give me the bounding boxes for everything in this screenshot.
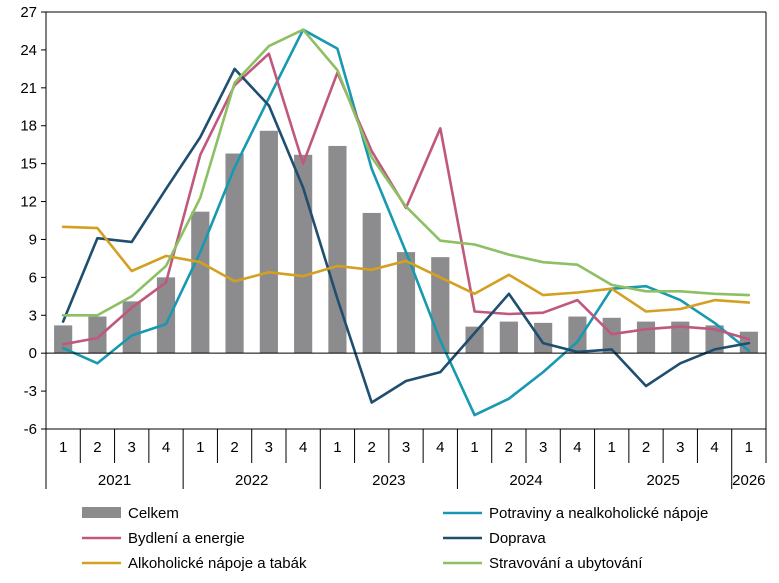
- x-tick-label-2: 3: [128, 439, 136, 456]
- legend-label-5: Stravování a ubytování: [489, 555, 643, 572]
- y-tick-label-8: 18: [20, 118, 37, 135]
- line-series-4: [61, 28, 751, 317]
- x-tick-label-10: 3: [402, 439, 410, 456]
- y-tick-label-0: -6: [24, 421, 37, 438]
- x-tick-label-6: 3: [265, 439, 273, 456]
- bar-celkem-4: [191, 211, 210, 354]
- x-year-label-1: 2022: [235, 472, 268, 489]
- x-year-label-4: 2025: [646, 472, 679, 489]
- legend-swatch-0: [82, 507, 121, 518]
- x-tick-label-8: 1: [333, 439, 341, 456]
- x-year-label-0: 2021: [98, 472, 131, 489]
- bar-celkem-6: [259, 130, 278, 354]
- bar-celkem-17: [636, 321, 656, 354]
- bar-celkem-10: [396, 252, 416, 354]
- x-tick-label-0: 1: [59, 439, 67, 456]
- x-tick-label-5: 2: [230, 439, 238, 456]
- bar-celkem-1: [88, 316, 107, 354]
- y-tick-label-2: 0: [29, 345, 37, 362]
- y-tick-label-1: -3: [24, 383, 37, 400]
- x-tick-label-11: 4: [436, 439, 444, 456]
- x-tick-label-16: 1: [608, 439, 616, 456]
- y-tick-label-10: 24: [20, 42, 37, 59]
- line-series-2: [61, 67, 751, 404]
- x-tick-label-1: 2: [93, 439, 101, 456]
- legend-label-1: Potraviny a nealkoholické nápoje: [489, 505, 708, 522]
- y-tick-label-9: 21: [20, 80, 37, 97]
- line-series-3: [61, 225, 751, 313]
- x-tick-label-19: 4: [710, 439, 718, 456]
- x-tick-label-13: 2: [505, 439, 513, 456]
- bar-celkem-5: [225, 153, 244, 354]
- lines-group: [61, 28, 751, 417]
- x-tick-label-3: 4: [162, 439, 170, 456]
- x-year-label-2: 2023: [372, 472, 405, 489]
- x-year-label-3: 2024: [509, 472, 542, 489]
- x-tick-label-14: 3: [539, 439, 547, 456]
- x-tick-label-15: 4: [573, 439, 581, 456]
- bar-celkem-15: [568, 316, 587, 354]
- x-tick-label-18: 3: [676, 439, 684, 456]
- legend: Celkem Potraviny a nealkoholické nápoje By…: [82, 505, 708, 572]
- y-tick-label-7: 15: [20, 156, 37, 173]
- bar-celkem-18: [671, 321, 690, 354]
- bars-group: [54, 130, 758, 354]
- x-tick-label-12: 1: [470, 439, 478, 456]
- y-tick-label-5: 9: [29, 231, 37, 248]
- x-tick-label-9: 2: [368, 439, 376, 456]
- bar-celkem-14: [534, 322, 553, 354]
- bar-celkem-9: [362, 212, 381, 354]
- bar-celkem-0: [54, 325, 73, 354]
- bar-celkem-8: [328, 145, 347, 354]
- x-tick-label-20: 1: [745, 439, 753, 456]
- y-tick-label-3: 3: [29, 307, 37, 324]
- legend-label-2: Bydlení a energie: [128, 530, 245, 547]
- legend-label-4: Alkoholické nápoje a tabák: [128, 555, 307, 572]
- bar-celkem-13: [499, 321, 518, 354]
- x-tick-label-17: 2: [642, 439, 650, 456]
- bar-celkem-3: [156, 277, 176, 354]
- y-tick-label-11: 27: [20, 4, 37, 21]
- bar-celkem-12: [465, 326, 484, 354]
- legend-label-0: Celkem: [128, 505, 179, 522]
- x-tick-label-7: 4: [299, 439, 307, 456]
- x-tick-label-4: 1: [196, 439, 204, 456]
- legend-label-3: Doprava: [489, 530, 546, 547]
- x-year-label-5: 2026: [732, 472, 765, 489]
- line-series-0: [61, 28, 751, 417]
- bar-celkem-19: [705, 325, 724, 354]
- y-tick-label-4: 6: [29, 269, 37, 286]
- y-tick-label-6: 12: [20, 194, 37, 211]
